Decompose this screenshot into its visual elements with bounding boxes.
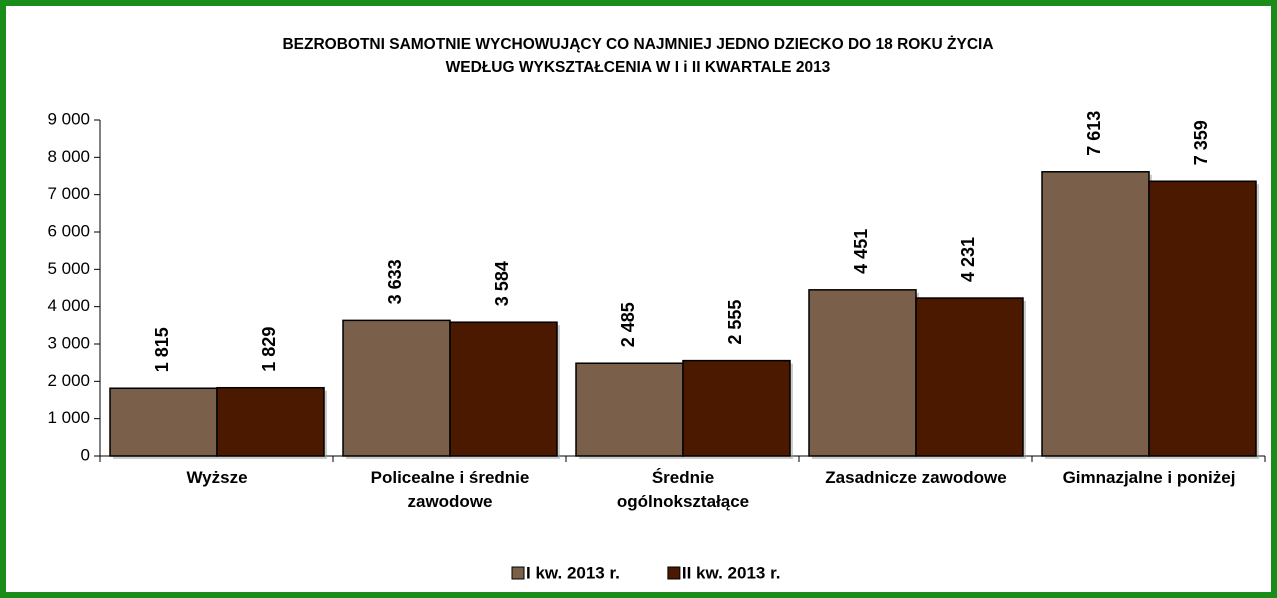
x-tick-label: Gimnazjalne i poniżej [1062, 468, 1236, 487]
x-tick-label: Policealne i średnie zawodowe [370, 468, 530, 511]
bar [216, 386, 325, 457]
x-tick-label: Wyższe [186, 468, 248, 487]
bar [915, 297, 1024, 457]
bar [1041, 171, 1150, 457]
y-tick-label: 0 [81, 445, 90, 464]
bar [109, 387, 218, 457]
value-label: 1 815 [152, 327, 172, 372]
value-label: 7 359 [1191, 120, 1211, 165]
x-tick-label: Średnie ogólnokształące [616, 468, 750, 511]
legend-swatch [511, 566, 525, 580]
legend-swatch [667, 566, 681, 580]
y-tick-label: 7 000 [47, 184, 90, 203]
value-label: 2 555 [725, 300, 745, 345]
y-tick-label: 9 000 [47, 109, 90, 128]
value-label: 3 584 [492, 261, 512, 306]
value-label: 4 451 [851, 229, 871, 274]
bar [808, 289, 917, 457]
bar [682, 359, 791, 457]
y-tick-label: 3 000 [47, 333, 90, 352]
y-tick-label: 4 000 [47, 296, 90, 315]
y-tick-label: 5 000 [47, 259, 90, 278]
y-tick-label: 6 000 [47, 221, 90, 240]
y-tick-label: 2 000 [47, 371, 90, 390]
y-tick-label: 8 000 [47, 147, 90, 166]
value-label: 2 485 [618, 302, 638, 347]
value-label: 7 613 [1084, 111, 1104, 156]
value-label: 1 829 [259, 327, 279, 372]
value-label: 3 633 [385, 259, 405, 304]
bar [575, 362, 684, 457]
legend-label: II kw. 2013 r. [682, 563, 781, 582]
bar [1148, 180, 1257, 457]
legend-label: I kw. 2013 r. [526, 563, 620, 582]
y-tick-label: 1 000 [47, 408, 90, 427]
value-label: 4 231 [958, 237, 978, 282]
x-tick-label: Zasadnicze zawodowe [825, 468, 1007, 487]
chart-title: BEZROBOTNI SAMOTNIE WYCHOWUJĄCY CO NAJMN… [282, 36, 993, 53]
bar [342, 319, 451, 457]
bar [449, 321, 558, 457]
chart-title: WEDŁUG WYKSZTAŁCENIA W I i II KWARTALE 2… [446, 59, 831, 76]
